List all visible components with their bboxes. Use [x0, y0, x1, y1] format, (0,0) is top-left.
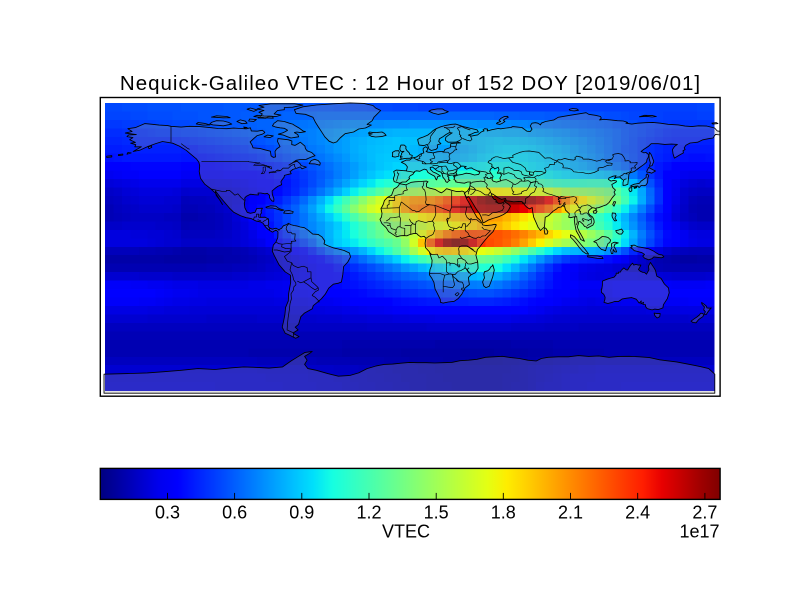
- svg-text:2.7: 2.7: [692, 503, 717, 523]
- svg-text:VTEC: VTEC: [382, 522, 430, 542]
- svg-text:2.1: 2.1: [558, 503, 583, 523]
- svg-text:0.9: 0.9: [289, 503, 314, 523]
- svg-text:1e17: 1e17: [679, 522, 719, 542]
- svg-text:1.2: 1.2: [356, 503, 381, 523]
- svg-text:0.3: 0.3: [155, 503, 180, 523]
- svg-text:0.6: 0.6: [222, 503, 247, 523]
- svg-text:Nequick-Galileo VTEC : 12 Hour: Nequick-Galileo VTEC : 12 Hour of 152 DO…: [120, 72, 701, 95]
- svg-text:1.8: 1.8: [491, 503, 516, 523]
- svg-text:1.5: 1.5: [424, 503, 449, 523]
- svg-text:2.4: 2.4: [625, 503, 650, 523]
